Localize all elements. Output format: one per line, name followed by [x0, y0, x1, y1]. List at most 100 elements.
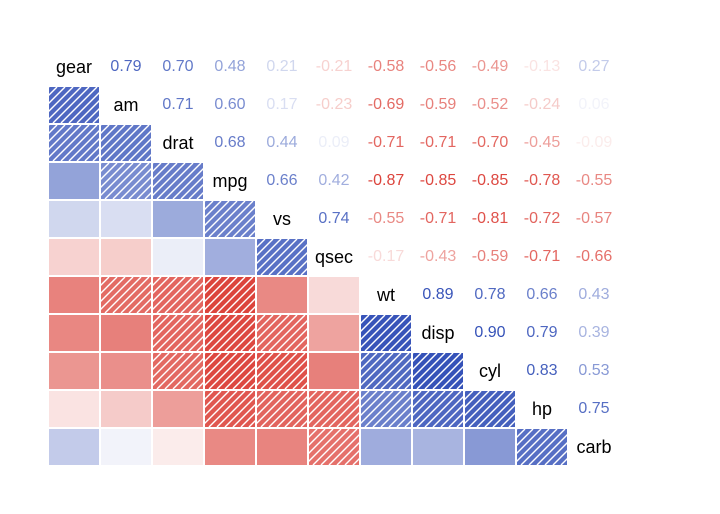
corr-tile — [49, 239, 99, 275]
corr-tile — [205, 391, 255, 427]
corr-tile — [205, 277, 255, 313]
corr-tile — [257, 239, 307, 275]
var-label-gear: gear — [48, 48, 100, 86]
var-label-vs: vs — [256, 200, 308, 238]
corr-value: -0.21 — [308, 48, 360, 86]
corr-tile — [49, 353, 99, 389]
corr-value: 0.83 — [516, 352, 568, 390]
corr-value: 0.89 — [412, 276, 464, 314]
corr-value: 0.70 — [152, 48, 204, 86]
corr-tile — [101, 277, 151, 313]
corr-tile — [309, 277, 359, 313]
corr-tile — [101, 163, 151, 199]
corr-value: 0.75 — [568, 390, 620, 428]
corr-value: -0.85 — [412, 162, 464, 200]
corr-value: -0.87 — [360, 162, 412, 200]
corr-value: -0.52 — [464, 86, 516, 124]
corr-tile — [257, 429, 307, 465]
corr-value: 0.09 — [308, 124, 360, 162]
corr-value: -0.49 — [464, 48, 516, 86]
corr-tile — [49, 315, 99, 351]
corr-value: -0.58 — [360, 48, 412, 86]
var-label-wt: wt — [360, 276, 412, 314]
corr-value: -0.71 — [412, 200, 464, 238]
var-label-cyl: cyl — [464, 352, 516, 390]
var-label-carb: carb — [568, 428, 620, 466]
corr-tile — [361, 315, 411, 351]
corr-value: 0.79 — [516, 314, 568, 352]
corr-tile — [153, 391, 203, 427]
corr-tile — [101, 201, 151, 237]
corr-tile — [49, 87, 99, 123]
corr-tile — [309, 391, 359, 427]
corr-value: 0.66 — [256, 162, 308, 200]
corr-value: -0.71 — [412, 124, 464, 162]
corr-tile — [153, 315, 203, 351]
corr-tile — [257, 315, 307, 351]
corr-value: 0.48 — [204, 48, 256, 86]
corr-tile — [413, 353, 463, 389]
corr-value: -0.81 — [464, 200, 516, 238]
corr-value: 0.74 — [308, 200, 360, 238]
corr-tile — [49, 163, 99, 199]
corr-value: -0.57 — [568, 200, 620, 238]
corr-tile — [153, 353, 203, 389]
corr-tile — [101, 125, 151, 161]
corr-tile — [465, 391, 515, 427]
corr-tile — [257, 353, 307, 389]
corr-value: 0.53 — [568, 352, 620, 390]
corr-tile — [465, 429, 515, 465]
corr-tile — [257, 391, 307, 427]
corr-value: 0.06 — [568, 86, 620, 124]
corr-value: -0.13 — [516, 48, 568, 86]
corr-tile — [309, 315, 359, 351]
corr-tile — [153, 201, 203, 237]
corr-tile — [309, 429, 359, 465]
corr-value: -0.24 — [516, 86, 568, 124]
corr-value: -0.59 — [412, 86, 464, 124]
corr-value: -0.78 — [516, 162, 568, 200]
corr-value: 0.71 — [152, 86, 204, 124]
corr-value: 0.42 — [308, 162, 360, 200]
corr-value: -0.66 — [568, 238, 620, 276]
corr-value: -0.70 — [464, 124, 516, 162]
var-label-drat: drat — [152, 124, 204, 162]
correlation-plot: gear0.790.700.480.21-0.21-0.58-0.56-0.49… — [48, 48, 620, 466]
corr-value: 0.79 — [100, 48, 152, 86]
corr-tile — [205, 429, 255, 465]
corr-tile — [361, 353, 411, 389]
corr-tile — [309, 353, 359, 389]
corr-tile — [257, 277, 307, 313]
corr-value: -0.43 — [412, 238, 464, 276]
corr-value: -0.69 — [360, 86, 412, 124]
corr-value: 0.60 — [204, 86, 256, 124]
var-label-mpg: mpg — [204, 162, 256, 200]
var-label-qsec: qsec — [308, 238, 360, 276]
corr-tile — [205, 315, 255, 351]
corr-tile — [101, 315, 151, 351]
corr-value: -0.55 — [360, 200, 412, 238]
corr-tile — [413, 391, 463, 427]
corr-value: 0.66 — [516, 276, 568, 314]
corr-value: 0.21 — [256, 48, 308, 86]
corr-tile — [101, 429, 151, 465]
corr-value: -0.23 — [308, 86, 360, 124]
corr-tile — [153, 163, 203, 199]
corr-value: -0.59 — [464, 238, 516, 276]
corr-tile — [413, 429, 463, 465]
corr-tile — [49, 277, 99, 313]
corr-tile — [101, 353, 151, 389]
corr-tile — [153, 429, 203, 465]
corr-value: 0.44 — [256, 124, 308, 162]
corr-value: -0.56 — [412, 48, 464, 86]
corr-value: -0.09 — [568, 124, 620, 162]
corr-value: 0.39 — [568, 314, 620, 352]
corr-value: 0.17 — [256, 86, 308, 124]
corr-tile — [49, 201, 99, 237]
corr-value: -0.85 — [464, 162, 516, 200]
corr-value: -0.17 — [360, 238, 412, 276]
corr-tile — [517, 429, 567, 465]
corr-tile — [49, 391, 99, 427]
corr-value: -0.45 — [516, 124, 568, 162]
corr-tile — [205, 201, 255, 237]
